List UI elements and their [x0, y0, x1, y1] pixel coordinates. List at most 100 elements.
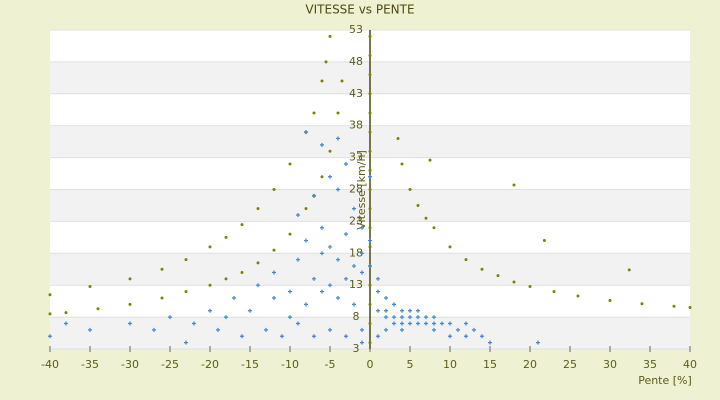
point [336, 257, 340, 262]
point [184, 340, 188, 345]
point [312, 334, 316, 339]
point [392, 321, 396, 326]
point [256, 207, 260, 211]
point [368, 188, 372, 191]
point [368, 321, 372, 325]
y-tick-label: 43 [349, 87, 363, 100]
point [224, 277, 228, 281]
point [480, 267, 484, 271]
point [368, 238, 372, 243]
point [336, 111, 340, 115]
point [368, 149, 372, 153]
point [432, 321, 436, 326]
point [576, 294, 580, 298]
point [368, 264, 372, 269]
y-tick-label: 18 [349, 246, 363, 259]
point [240, 223, 244, 227]
point [416, 321, 420, 326]
point [408, 321, 412, 326]
point [428, 158, 432, 162]
x-tick-label: -5 [325, 358, 336, 371]
point [368, 245, 372, 249]
point [352, 302, 356, 307]
point [416, 315, 420, 320]
x-tick-label: -40 [41, 358, 59, 371]
point [360, 270, 364, 275]
point [472, 327, 476, 332]
point [368, 54, 372, 58]
point [360, 251, 364, 256]
point [328, 34, 332, 38]
x-tick-label: 10 [443, 358, 457, 371]
point [328, 283, 332, 288]
point [328, 244, 332, 249]
point [296, 321, 300, 326]
point [360, 340, 364, 345]
point [400, 308, 404, 313]
y-tick-label: 13 [349, 278, 363, 291]
point [312, 276, 316, 281]
point [304, 302, 308, 307]
point [368, 341, 372, 345]
point [216, 327, 220, 332]
point [408, 188, 412, 191]
point [64, 321, 68, 326]
point [208, 308, 212, 313]
point [272, 188, 276, 191]
point [296, 257, 300, 262]
point [627, 268, 631, 272]
x-tick-label: -20 [201, 358, 219, 371]
y-tick-label: 53 [349, 23, 363, 36]
point [432, 315, 436, 320]
point [424, 216, 428, 220]
point [184, 258, 188, 262]
point [336, 295, 340, 300]
point [416, 308, 420, 313]
point [440, 321, 444, 326]
point [304, 238, 308, 243]
point [608, 299, 612, 303]
point [312, 111, 316, 115]
point [328, 327, 332, 332]
point [312, 193, 316, 198]
point [368, 168, 372, 172]
x-tick-label: -10 [281, 358, 299, 371]
point [88, 327, 92, 332]
point [304, 207, 308, 211]
point [272, 270, 276, 275]
point [384, 308, 388, 313]
point [400, 162, 404, 166]
x-tick-label: 40 [683, 358, 697, 371]
point [160, 296, 164, 300]
point [360, 225, 364, 230]
point [368, 92, 372, 96]
point [340, 79, 344, 83]
point [464, 334, 468, 339]
x-tick-label: -30 [121, 358, 139, 371]
y-tick-label: 8 [353, 310, 360, 323]
point [344, 276, 348, 281]
point [512, 183, 516, 187]
point [320, 142, 324, 147]
point [272, 295, 276, 300]
point [542, 239, 546, 243]
point [344, 161, 348, 166]
point [304, 130, 308, 135]
y-tick-label: 38 [349, 119, 363, 132]
y-tick-label: 3 [353, 342, 360, 355]
point [640, 302, 644, 306]
point [160, 267, 164, 271]
point [424, 315, 428, 320]
y-tick-label: 33 [349, 151, 363, 164]
point [320, 225, 324, 230]
point [376, 334, 380, 339]
point [416, 203, 420, 207]
point [408, 315, 412, 320]
point [320, 251, 324, 256]
point [384, 315, 388, 320]
point [296, 213, 300, 218]
point [352, 264, 356, 269]
point [384, 295, 388, 300]
point [376, 308, 380, 313]
point [392, 315, 396, 320]
